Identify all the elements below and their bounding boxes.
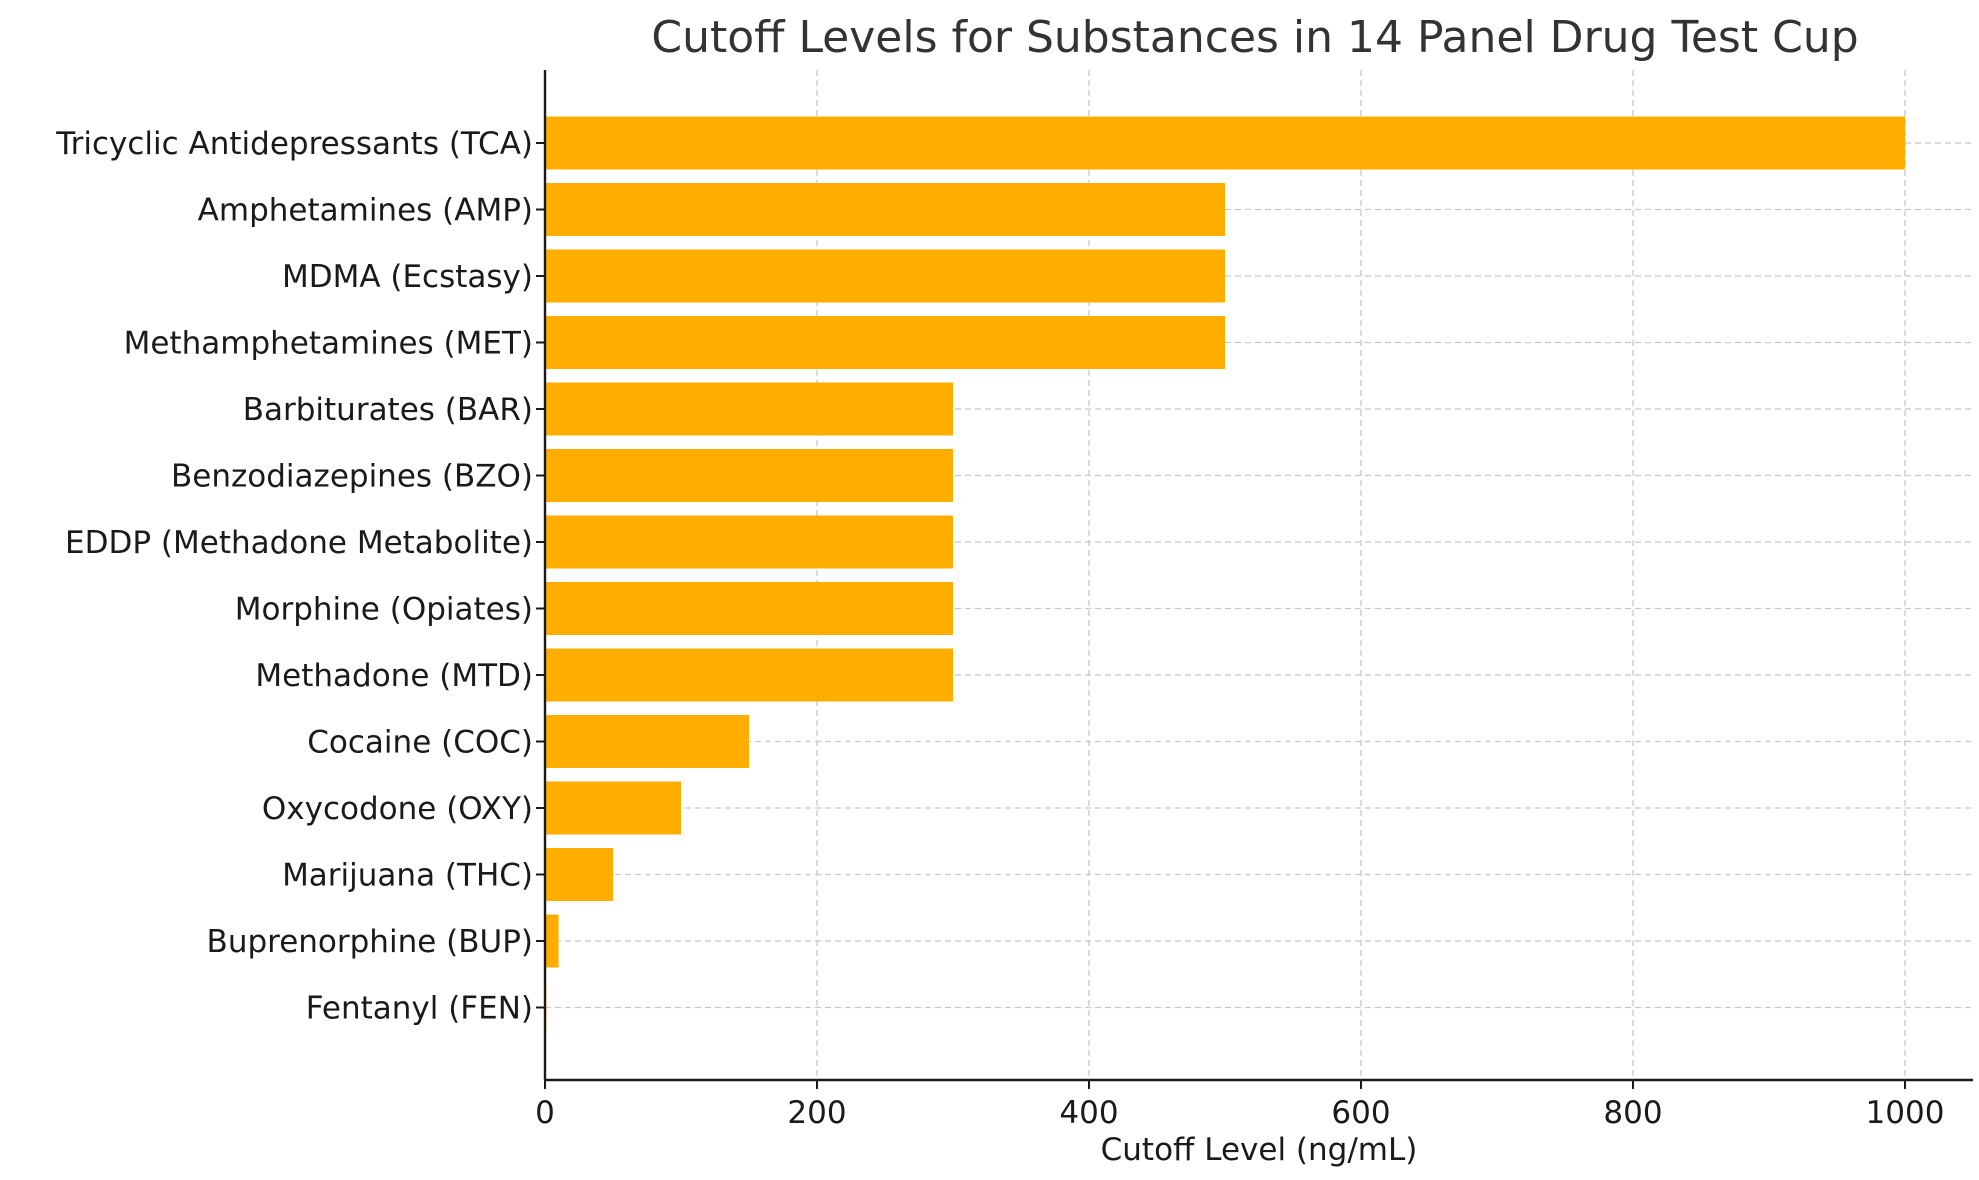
y-tick-label: Oxycodone (OXY): [262, 791, 533, 827]
x-tick-label: 400: [1059, 1095, 1118, 1131]
bar: [545, 781, 681, 835]
y-tick-label: Marijuana (THC): [282, 858, 533, 894]
y-tick-label: Fentanyl (FEN): [306, 991, 533, 1027]
bar: [545, 914, 559, 968]
bar: [545, 515, 953, 569]
bar: [545, 449, 953, 502]
y-tick-label: Barbiturates (BAR): [243, 392, 533, 428]
x-tick-label: 600: [1331, 1095, 1390, 1131]
x-axis-label: Cutoff Level (ng/mL): [1101, 1132, 1418, 1168]
bars: [545, 116, 1905, 1034]
y-tick-label: Benzodiazepines (BZO): [171, 459, 533, 495]
x-ticks: 0 200 400 600 800 1000: [535, 1080, 1944, 1131]
chart-title: Cutoff Levels for Substances in 14 Panel…: [651, 12, 1858, 63]
grid-lines: [545, 70, 1973, 1080]
y-tick-label: Methamphetamines (MET): [124, 326, 533, 362]
bar: [545, 848, 613, 901]
y-tick-label: MDMA (Ecstasy): [282, 259, 533, 295]
y-tick-label: Amphetamines (AMP): [198, 193, 533, 229]
x-tick-label: 200: [787, 1095, 846, 1131]
y-tick-label: EDDP (Methadone Metabolite): [65, 525, 533, 561]
x-tick-label: 0: [535, 1095, 555, 1131]
bar: [545, 382, 953, 436]
bar: [545, 316, 1225, 369]
bar: [545, 183, 1225, 236]
y-tick-label: Buprenorphine (BUP): [207, 924, 533, 960]
y-tick-label: Cocaine (COC): [307, 725, 533, 761]
bar: [545, 116, 1905, 170]
bar: [545, 648, 953, 702]
bar: [545, 249, 1225, 303]
y-tick-label: Morphine (Opiates): [235, 592, 533, 628]
bar: [545, 582, 953, 635]
x-tick-label: 1000: [1866, 1095, 1945, 1131]
y-tick-labels: Tricyclic Antidepressants (TCA) Amphetami…: [55, 126, 545, 1027]
x-tick-label: 800: [1603, 1095, 1662, 1131]
y-tick-label: Methadone (MTD): [255, 658, 533, 694]
axes: [543, 70, 1973, 1082]
bar: [545, 715, 749, 768]
y-tick-label: Tricyclic Antidepressants (TCA): [55, 126, 533, 162]
